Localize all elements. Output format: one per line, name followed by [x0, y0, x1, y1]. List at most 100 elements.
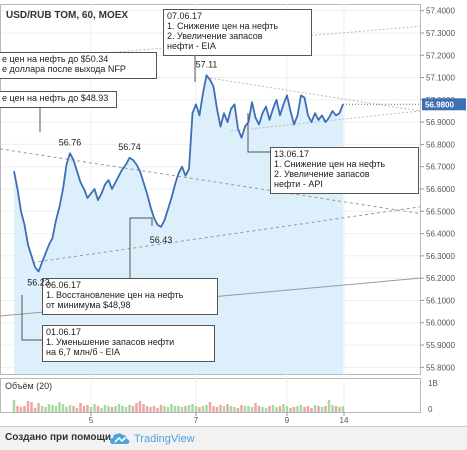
annotation-text-line: е цен на нефть до $48.93 — [2, 93, 108, 103]
annotation-text-line: нефти - API — [274, 179, 323, 189]
x-tick-label: 7 — [194, 416, 199, 425]
volume-bar — [292, 407, 296, 412]
volume-bar — [152, 406, 156, 412]
volume-bar — [338, 407, 341, 412]
volume-bar — [100, 408, 103, 412]
volume-bar — [114, 406, 117, 412]
volume-bar — [103, 405, 107, 412]
volume-bar — [236, 408, 240, 412]
volume-bar — [268, 406, 271, 412]
annotation-leader — [21, 295, 42, 341]
volume-bar — [86, 405, 89, 412]
volume-bar — [30, 402, 33, 412]
volume-bar — [33, 408, 37, 412]
y-tick-label: 57.2000 — [426, 51, 455, 60]
y-tick-label: 57.3000 — [426, 29, 455, 38]
volume-bar — [37, 403, 40, 412]
volume-bar — [163, 406, 166, 412]
volume-bar — [229, 406, 233, 412]
tradingview-logo[interactable]: TradingView — [110, 431, 195, 446]
volume-bar — [96, 406, 100, 412]
volume-bar — [306, 406, 310, 412]
volume-bar — [65, 407, 68, 412]
volume-bar — [205, 405, 208, 412]
annotation-box — [270, 147, 419, 194]
volume-bar — [58, 402, 61, 412]
annotation-box — [0, 91, 117, 108]
volume-bar — [219, 405, 222, 412]
annotation-text-line: 1. Снижение цен на нефть — [167, 21, 278, 31]
volume-bar — [93, 404, 96, 412]
volume-bar — [271, 405, 275, 412]
y-tick-label: 56.5000 — [426, 207, 455, 216]
volume-bar — [23, 406, 26, 412]
volume-bar — [250, 407, 254, 412]
volume-bar — [128, 405, 131, 412]
volume-bar — [180, 407, 184, 412]
volume-bar — [82, 406, 86, 412]
volume-bar — [212, 406, 215, 412]
y-tick-label: 56.0000 — [426, 319, 455, 328]
annotation-text-line: 2. Увеличение запасов — [167, 31, 263, 41]
annotation-leader — [129, 217, 153, 278]
price-extreme-label: 56.74 — [118, 142, 141, 152]
volume-axis-top-label: 1В — [428, 379, 438, 388]
volume-bar — [289, 408, 292, 412]
y-axis: 55.8000 55.9000 56.0000 56.1000 56.2000 56.30… — [420, 7, 466, 372]
volume-bar — [135, 403, 138, 412]
volume-bar — [19, 407, 23, 412]
annotation-box — [163, 9, 312, 56]
volume-bar — [110, 407, 114, 412]
y-tick-label: 55.9000 — [426, 341, 455, 350]
volume-bar — [334, 406, 338, 412]
annotation-text-line: 06.06.17 — [46, 280, 81, 290]
volume-bar — [173, 406, 177, 412]
price-line — [13, 74, 344, 273]
annotation-callout: е цен на нефть до $50.34е доллара после … — [0, 52, 157, 79]
volume-bar — [170, 404, 173, 412]
footer-text: Создано при помощи — [5, 432, 112, 443]
volume-bar — [89, 407, 93, 412]
volume-bar — [285, 406, 289, 412]
trend-line-down — [0, 148, 421, 215]
volume-bar — [198, 407, 201, 412]
volume-bar — [16, 406, 19, 412]
annotation-box — [42, 278, 218, 315]
annotation-box — [0, 52, 157, 79]
volume-bar — [68, 405, 72, 412]
volume-bar — [12, 400, 16, 412]
volume-bar — [159, 405, 163, 412]
volume-bar — [282, 404, 285, 412]
volume-bar — [303, 407, 306, 412]
y-tick-label: 56.2000 — [426, 274, 455, 283]
volume-bar — [233, 407, 236, 412]
volume-bar — [124, 407, 128, 412]
volume-bar — [247, 406, 250, 412]
volume-bar — [208, 402, 212, 412]
y-tick-label: 56.8000 — [426, 140, 455, 149]
volume-bar — [313, 405, 317, 412]
trend-line-up — [32, 206, 421, 264]
price-extreme-label: 56.43 — [150, 235, 173, 245]
annotation-text-line: на 6,7 млн/б - EIA — [46, 347, 120, 357]
volume-bar — [317, 406, 320, 412]
volume-bar — [194, 406, 198, 412]
y-tick-label: 55.8000 — [426, 363, 455, 372]
volume-bar — [296, 406, 299, 412]
volume-bar — [215, 407, 219, 412]
annotation-text-line: 01.06.17 — [46, 327, 81, 337]
x-tick-label: 9 — [285, 416, 290, 425]
annotation-text-line: 2. Увеличение запасов — [274, 169, 370, 179]
volume-bar — [177, 406, 180, 412]
last-price-label: 56.9800 — [425, 100, 454, 109]
volume-bar — [156, 408, 159, 412]
annotation-callout: 06.06.171. Восстановление цен на нефтьот… — [42, 217, 218, 315]
annotation-text-line: е цен на нефть до $50.34 — [2, 54, 108, 64]
volume-bar — [310, 408, 313, 412]
volume-bar — [320, 407, 324, 412]
volume-bar — [79, 403, 82, 412]
annotation-text-line: нефти - EIA — [167, 41, 216, 51]
volume-bar — [61, 404, 65, 412]
